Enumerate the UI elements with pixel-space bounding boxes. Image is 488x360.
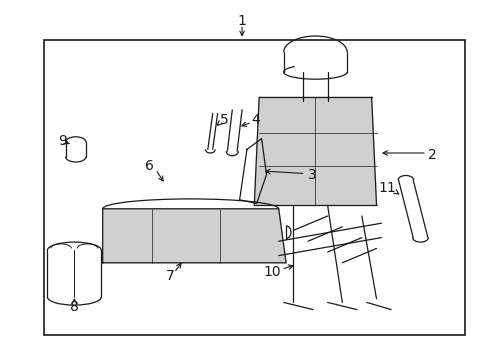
Text: 8: 8 (70, 300, 79, 314)
Text: 2: 2 (427, 148, 436, 162)
Text: 9: 9 (58, 134, 66, 148)
Text: 1: 1 (237, 14, 246, 28)
Text: 7: 7 (165, 270, 174, 283)
Text: 4: 4 (251, 113, 260, 127)
Text: 6: 6 (145, 159, 154, 173)
Polygon shape (102, 209, 285, 263)
Polygon shape (254, 97, 376, 205)
Text: 3: 3 (307, 168, 316, 181)
Text: 5: 5 (219, 113, 228, 127)
Text: 11: 11 (378, 181, 396, 195)
Text: 10: 10 (263, 265, 281, 279)
Bar (44, 40, 464, 335)
